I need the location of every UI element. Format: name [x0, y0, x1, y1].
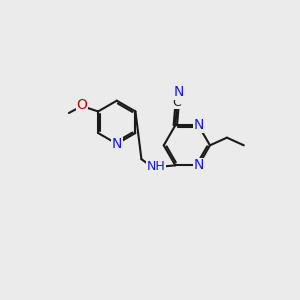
Text: N: N [174, 85, 184, 99]
Text: C: C [172, 96, 181, 109]
Text: N: N [193, 158, 204, 172]
Text: N: N [193, 118, 204, 132]
Text: N: N [112, 137, 122, 151]
Text: NH: NH [147, 160, 165, 172]
Text: O: O [76, 98, 87, 112]
